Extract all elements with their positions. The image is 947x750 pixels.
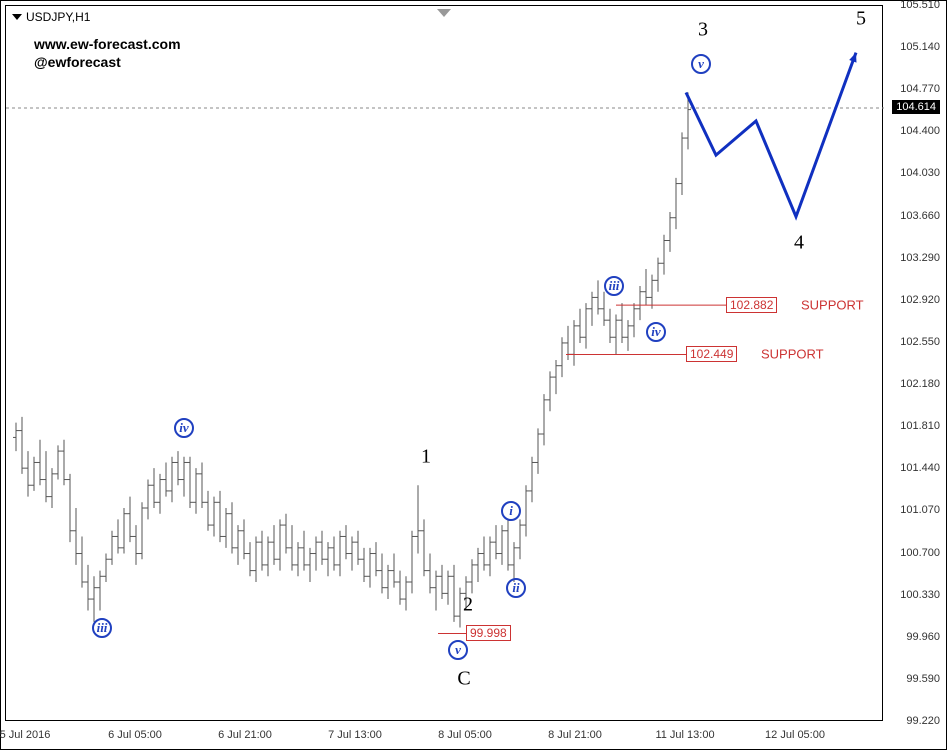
y-tick-label: 101.440 — [900, 462, 940, 474]
y-tick-label: 99.960 — [906, 631, 940, 643]
support-label: SUPPORT — [801, 298, 864, 313]
y-tick-label: 104.030 — [900, 167, 940, 179]
wave-label-circle: i — [501, 501, 521, 521]
top-marker-icon — [437, 6, 451, 24]
wave-label: C — [457, 667, 470, 690]
x-tick-label: 8 Jul 21:00 — [548, 729, 602, 741]
y-tick-label: 104.770 — [900, 83, 940, 95]
y-tick-label: 102.920 — [900, 294, 940, 306]
y-tick-label: 105.510 — [900, 0, 940, 11]
y-tick-label: 101.810 — [900, 420, 940, 432]
x-tick-label: 6 Jul 21:00 — [218, 729, 272, 741]
wave-label-circle: v — [691, 54, 711, 74]
y-tick-label: 105.140 — [900, 41, 940, 53]
y-tick-label: 103.290 — [900, 252, 940, 264]
x-tick-label: 12 Jul 05:00 — [765, 729, 825, 741]
plot-area[interactable]: USDJPY,H1 www.ew-forecast.com @ewforecas… — [5, 5, 883, 721]
x-tick-label: 7 Jul 13:00 — [328, 729, 382, 741]
support-label: SUPPORT — [761, 347, 824, 362]
wave-label: 3 — [698, 18, 708, 41]
x-axis: 5 Jul 20166 Jul 05:006 Jul 21:007 Jul 13… — [5, 721, 883, 749]
y-tick-label: 101.070 — [900, 504, 940, 516]
chart-window: USDJPY,H1 www.ew-forecast.com @ewforecas… — [0, 0, 947, 750]
wave-label-circle: iv — [174, 418, 194, 438]
wave-label-circle: v — [448, 640, 468, 660]
wave-label-circle: iii — [604, 276, 624, 296]
overlay-lines — [6, 6, 884, 722]
y-tick-label: 102.550 — [900, 336, 940, 348]
wave-label: 5 — [856, 7, 866, 30]
wave-label: 1 — [421, 445, 431, 468]
y-tick-label: 100.330 — [900, 589, 940, 601]
y-tick-label: 104.400 — [900, 125, 940, 137]
y-axis: 105.510105.140104.770104.400104.030103.6… — [884, 5, 946, 721]
x-tick-label: 8 Jul 05:00 — [438, 729, 492, 741]
x-tick-label: 11 Jul 13:00 — [655, 729, 714, 741]
current-price-tag: 104.614 — [892, 100, 940, 114]
support-price-box: 102.449 — [686, 346, 737, 362]
x-tick-label: 6 Jul 05:00 — [108, 729, 162, 741]
y-tick-label: 103.660 — [900, 210, 940, 222]
wave-label: 2 — [463, 593, 473, 616]
y-tick-label: 100.700 — [900, 547, 940, 559]
low-price-box: 99.998 — [466, 625, 511, 641]
support-price-box: 102.882 — [726, 297, 777, 313]
x-tick-label: 5 Jul 2016 — [0, 729, 50, 741]
wave-label-circle: ii — [506, 578, 526, 598]
y-tick-label: 102.180 — [900, 378, 940, 390]
y-tick-label: 99.220 — [906, 715, 940, 727]
wave-label-circle: iv — [646, 322, 666, 342]
wave-label-circle: iii — [92, 618, 112, 638]
y-tick-label: 99.590 — [906, 673, 940, 685]
wave-label: 4 — [794, 231, 804, 254]
